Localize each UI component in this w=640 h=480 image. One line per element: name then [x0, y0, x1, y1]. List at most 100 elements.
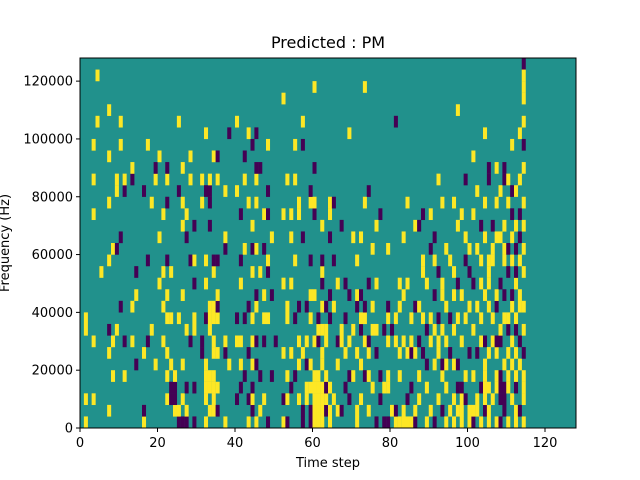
heatmap-cell — [184, 231, 189, 244]
heatmap-cell — [335, 404, 340, 417]
heatmap-cell — [479, 312, 484, 325]
heatmap-cell — [320, 323, 325, 336]
heatmap-cell — [320, 381, 325, 394]
heatmap-cell — [339, 335, 344, 348]
heatmap-cell — [510, 208, 515, 221]
heatmap-cell — [455, 404, 460, 417]
heatmap-cell — [514, 323, 519, 336]
heatmap-cell — [161, 300, 166, 313]
heatmap-cell — [471, 208, 476, 221]
heatmap-cell — [289, 231, 294, 244]
heatmap-cell — [339, 404, 344, 417]
heatmap-cell — [308, 404, 313, 417]
heatmap-cell — [455, 381, 460, 394]
heatmap-cell — [207, 370, 212, 382]
heatmap-cell — [169, 393, 174, 406]
heatmap-cell — [471, 404, 476, 417]
heatmap-cell — [207, 404, 212, 417]
heatmap-cell — [498, 416, 503, 429]
heatmap-cell — [254, 173, 259, 186]
heatmap-cell — [262, 243, 267, 255]
heatmap-cell — [455, 277, 460, 290]
heatmap-cell — [386, 416, 391, 429]
heatmap-cell — [316, 312, 321, 325]
heatmap-cell — [486, 173, 491, 186]
heatmap-cell — [149, 323, 154, 336]
heatmap-cell — [428, 243, 433, 255]
heatmap-cell — [417, 335, 422, 348]
heatmap-cell — [204, 277, 209, 290]
heatmap-cell — [173, 381, 178, 394]
heatmap-cell — [401, 404, 406, 417]
heatmap-cell — [200, 347, 205, 359]
heatmap-cell — [459, 335, 464, 348]
heatmap-cell — [297, 196, 302, 209]
heatmap-cell — [521, 81, 526, 93]
heatmap-cell — [300, 115, 305, 128]
heatmap-cell — [266, 138, 271, 151]
heatmap-cell — [490, 254, 495, 267]
heatmap-cell — [506, 416, 511, 429]
heatmap-cell — [211, 347, 216, 359]
heatmap-cell — [521, 69, 526, 82]
heatmap-cell — [463, 393, 468, 406]
x-axis: 0 20 40 60 80 100 120 — [76, 428, 557, 451]
heatmap-cell — [479, 277, 484, 290]
heatmap-cell — [502, 393, 507, 406]
heatmap-cell — [157, 150, 162, 163]
heatmap-cell — [494, 162, 499, 174]
heatmap-cell — [107, 254, 112, 267]
heatmap-cell — [510, 289, 515, 301]
heatmap-cell — [359, 358, 364, 371]
heatmap-cell — [366, 335, 371, 348]
heatmap-cell — [362, 300, 367, 313]
heatmap-cell — [312, 162, 317, 174]
heatmap-cell — [452, 266, 457, 278]
heatmap-cell — [409, 381, 414, 394]
heatmap-cell — [413, 300, 418, 313]
heatmap-cell — [421, 312, 426, 325]
heatmap-cell — [514, 243, 519, 255]
heatmap-cell — [521, 393, 526, 406]
heatmap-cell — [483, 231, 488, 244]
heatmap-cell — [328, 404, 333, 417]
heatmap-cell — [262, 393, 267, 406]
heatmap-cell — [390, 323, 395, 336]
heatmap-cell — [502, 173, 507, 186]
heatmap-cell — [401, 289, 406, 301]
heatmap-cell — [498, 323, 503, 336]
heatmap-cell — [107, 323, 112, 336]
heatmap-cell — [432, 231, 437, 244]
heatmap-cell — [506, 243, 511, 255]
heatmap-cell — [510, 300, 515, 313]
heatmap-cell — [83, 416, 88, 429]
heatmap-cell — [250, 393, 255, 406]
heatmap-cell — [506, 173, 511, 186]
heatmap-cell — [312, 208, 317, 221]
heatmap-cell — [114, 173, 119, 186]
heatmap-cell — [262, 289, 267, 301]
heatmap-cell — [169, 312, 174, 325]
heatmap-cell — [514, 185, 519, 197]
heatmap-cell — [289, 381, 294, 394]
heatmap-cell — [397, 277, 402, 290]
heatmap-cell — [293, 173, 298, 186]
heatmap-cell — [378, 393, 383, 406]
heatmap-cell — [409, 347, 414, 359]
heatmap-cell — [424, 381, 429, 394]
heatmap-cell — [355, 404, 360, 417]
heatmap-cell — [401, 231, 406, 244]
heatmap-cell — [273, 335, 278, 348]
heatmap-cell — [188, 254, 193, 267]
heatmap-cell — [397, 347, 402, 359]
heatmap-cell — [246, 393, 251, 406]
heatmap-cell — [312, 416, 317, 429]
heatmap-cell — [207, 219, 212, 232]
heatmap-cell — [343, 277, 348, 290]
heatmap-cell — [308, 416, 313, 429]
heatmap-cell — [498, 277, 503, 290]
heatmap-cell — [463, 254, 468, 267]
heatmap-cell — [351, 231, 356, 244]
heatmap-cell — [506, 266, 511, 278]
heatmap-cell — [428, 335, 433, 348]
